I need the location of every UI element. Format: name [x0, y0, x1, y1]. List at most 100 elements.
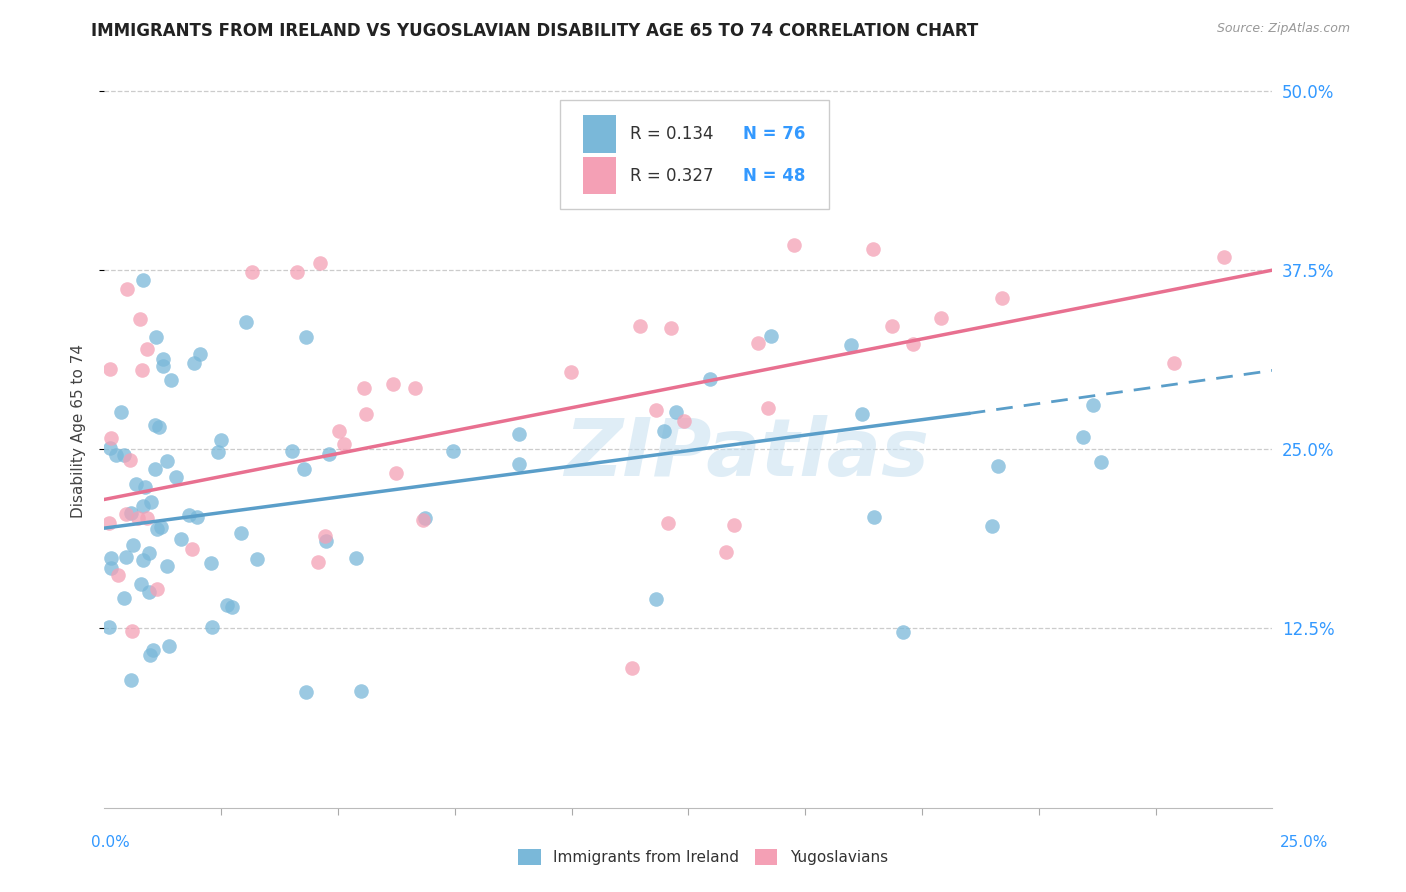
Point [1213, 250, 1236, 264]
Point [295, 685, 318, 699]
Point [382, 376, 405, 391]
Point [134, 480, 156, 494]
Text: N = 48: N = 48 [742, 167, 806, 185]
Point [328, 425, 350, 439]
Point [125, 476, 148, 491]
Point [657, 516, 679, 531]
Point [246, 551, 269, 566]
Point [759, 329, 782, 343]
Text: ZIPatlas: ZIPatlas [564, 415, 929, 493]
Point [152, 352, 174, 367]
Point [756, 401, 779, 415]
Point [114, 448, 136, 462]
Point [659, 321, 682, 335]
Point [863, 510, 886, 524]
Point [231, 525, 253, 540]
Point [201, 620, 224, 634]
Point [307, 555, 329, 569]
Point [127, 511, 149, 525]
Point [150, 519, 173, 533]
Point [413, 511, 436, 525]
Point [987, 458, 1010, 473]
Point [157, 640, 180, 654]
FancyBboxPatch shape [560, 100, 828, 210]
Point [652, 425, 675, 439]
Point [152, 359, 174, 373]
Point [121, 673, 143, 687]
Point [107, 568, 129, 582]
Text: R = 0.134: R = 0.134 [630, 125, 713, 143]
Point [98, 442, 121, 456]
Point [747, 335, 769, 350]
Point [665, 405, 688, 419]
Point [346, 551, 368, 566]
Point [98, 362, 121, 376]
Y-axis label: Disability Age 65 to 74: Disability Age 65 to 74 [72, 344, 86, 518]
Point [131, 363, 153, 377]
Point [318, 447, 340, 461]
Point [209, 433, 232, 447]
Point [114, 508, 136, 522]
Point [903, 337, 925, 351]
Point [350, 684, 373, 698]
Point [112, 591, 135, 605]
Point [221, 599, 243, 614]
Text: 25.0%: 25.0% [1281, 836, 1329, 850]
Point [98, 620, 121, 634]
Point [186, 510, 208, 524]
Point [353, 381, 375, 395]
Point [145, 329, 167, 343]
Point [143, 462, 166, 476]
Point [783, 238, 806, 252]
Point [100, 550, 122, 565]
Point [117, 282, 139, 296]
Text: IMMIGRANTS FROM IRELAND VS YUGOSLAVIAN DISABILITY AGE 65 TO 74 CORRELATION CHART: IMMIGRANTS FROM IRELAND VS YUGOSLAVIAN D… [91, 22, 979, 40]
Point [309, 256, 332, 270]
Text: N = 76: N = 76 [742, 125, 806, 143]
Point [333, 437, 356, 451]
Point [644, 591, 666, 606]
Point [354, 407, 377, 421]
Point [156, 454, 179, 468]
Point [115, 550, 138, 565]
Point [1073, 430, 1095, 444]
Point [139, 495, 162, 509]
Point [142, 643, 165, 657]
Point [314, 529, 336, 543]
Point [98, 516, 121, 531]
Legend: Immigrants from Ireland, Yugoslavians: Immigrants from Ireland, Yugoslavians [512, 843, 894, 871]
Point [891, 625, 914, 640]
Point [120, 506, 142, 520]
Point [183, 356, 205, 370]
Point [135, 342, 157, 356]
Point [132, 499, 155, 513]
Point [991, 291, 1014, 305]
Point [122, 538, 145, 552]
Text: 0.0%: 0.0% [91, 836, 131, 850]
Point [138, 584, 160, 599]
Point [160, 373, 183, 387]
Point [880, 318, 903, 333]
Point [385, 466, 408, 480]
Text: Source: ZipAtlas.com: Source: ZipAtlas.com [1216, 22, 1350, 36]
Point [280, 443, 302, 458]
Point [723, 517, 745, 532]
Point [138, 546, 160, 560]
Point [441, 444, 464, 458]
Point [508, 457, 530, 471]
Point [100, 561, 122, 575]
Point [207, 445, 229, 459]
Point [136, 511, 159, 525]
Point [200, 556, 222, 570]
Point [862, 242, 884, 256]
Point [699, 372, 721, 386]
Point [645, 403, 668, 417]
Point [105, 448, 128, 462]
Point [929, 311, 952, 326]
Point [132, 273, 155, 287]
Point [129, 311, 152, 326]
Point [404, 381, 426, 395]
Point [620, 661, 643, 675]
Point [240, 265, 263, 279]
Point [155, 559, 177, 574]
